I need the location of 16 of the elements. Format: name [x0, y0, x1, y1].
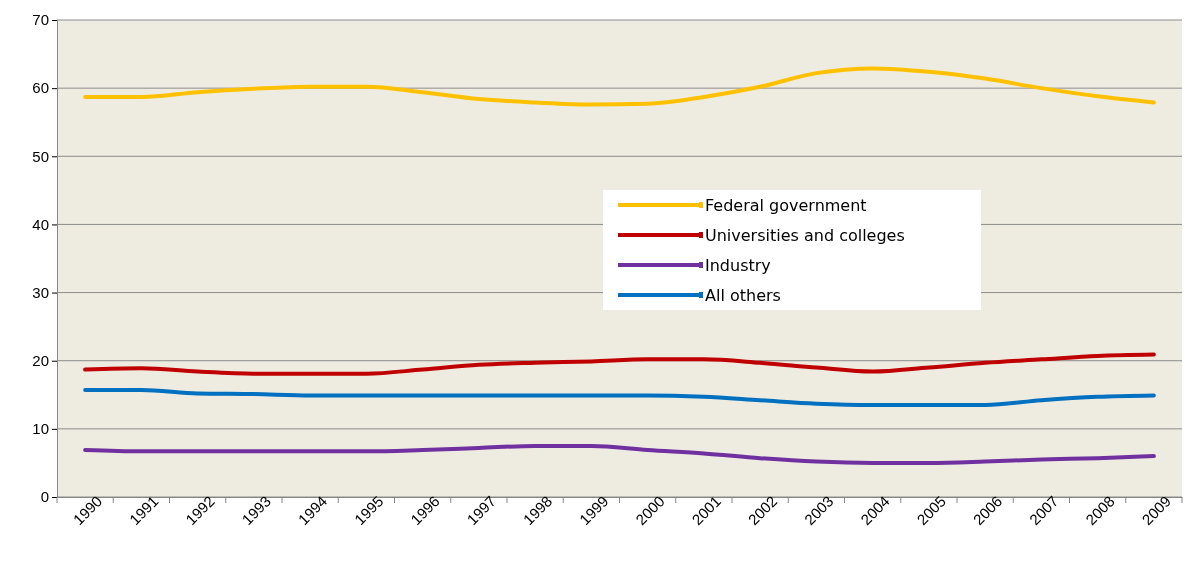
- y-tick-label: 40: [32, 215, 49, 233]
- y-tick-label: 70: [32, 11, 49, 29]
- legend-label: All others: [705, 286, 781, 305]
- y-tick-label: 30: [32, 283, 49, 301]
- y-tick-label: 10: [32, 420, 49, 438]
- line-series: [83, 352, 1156, 376]
- y-tick-label: 50: [32, 147, 49, 165]
- line-series: [83, 66, 1156, 107]
- y-tick-label: 20: [32, 352, 49, 370]
- line-series: [83, 443, 1156, 465]
- y-tick-label: 0: [40, 488, 49, 506]
- legend-label: Federal government: [705, 196, 867, 215]
- y-tick-label: 60: [32, 79, 49, 97]
- legend-label: Industry: [705, 256, 771, 275]
- line-series: [83, 388, 1156, 408]
- legend-label: Universities and colleges: [705, 226, 905, 245]
